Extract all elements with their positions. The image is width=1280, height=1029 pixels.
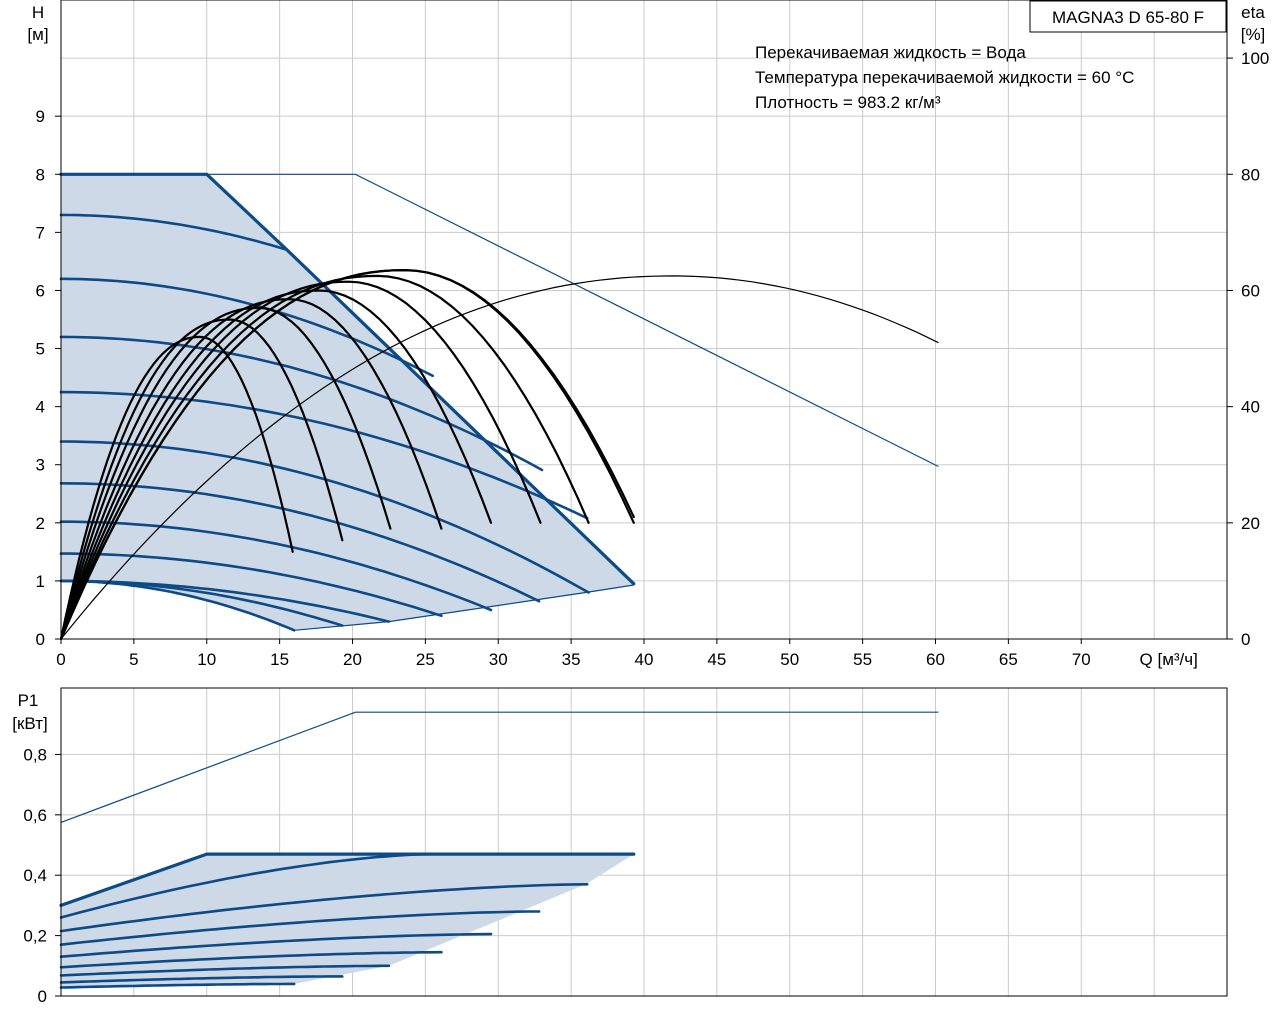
y2-tick-label: 40 (1241, 398, 1260, 417)
x-tick-label: 5 (129, 650, 138, 669)
efficiency-curve-2 (59, 318, 344, 641)
speed-curve-3 (59, 335, 544, 472)
power-curve-6 (59, 964, 391, 977)
y2-tick-label: 80 (1241, 165, 1260, 184)
y-axis-ticks: 0 1 2 3 4 5 6 7 8 9 (36, 107, 61, 649)
power-axis-unit: [кВт] (12, 714, 47, 733)
efficiency-curve-6 (59, 280, 542, 641)
x-tick-label: 0 (56, 650, 65, 669)
x-axis-ticks: 0 5 10 15 20 25 30 35 40 45 50 55 60 65 70 (56, 639, 1091, 669)
x-tick-label: 10 (197, 650, 216, 669)
efficiency-curve-9 (59, 268, 635, 641)
y-tick-label: 9 (36, 107, 45, 126)
min-curve (294, 584, 634, 631)
y-tick-label: 5 (36, 340, 45, 359)
y2-axis-ticks: 0 20 40 60 80 100 (1227, 49, 1269, 649)
info-line: Плотность = 983.2 кг/м³ (755, 93, 941, 112)
info-line: Температура перекачиваемой жидкости = 60… (755, 68, 1134, 87)
y-tick-label: 2 (36, 514, 45, 533)
power-curve-7 (59, 975, 344, 984)
y-tick-label: 7 (36, 223, 45, 242)
power-curve-8 (59, 982, 296, 989)
speed-curve-6 (59, 481, 541, 603)
x-tick-label: 55 (853, 650, 872, 669)
power-curve-5 (59, 950, 443, 969)
head-grid (61, 0, 1227, 639)
y2-tick-label: 100 (1241, 49, 1269, 68)
y2-tick-label: 60 (1241, 281, 1260, 300)
y-tick-label: 3 (36, 456, 45, 475)
power-parallel-curve (60, 711, 939, 823)
max-curve-parallel (61, 173, 939, 468)
y-axis-unit: [м] (27, 25, 48, 44)
efficiency-curve-7 (59, 274, 590, 641)
y-axis-label: H (32, 3, 44, 22)
power-curve-3 (59, 910, 541, 947)
efficiency-curve-3 (59, 306, 392, 641)
x-tick-label: 65 (999, 650, 1018, 669)
power-curve-1 (59, 852, 435, 919)
speed-curve-8 (59, 552, 443, 618)
y-tick-label: 6 (36, 281, 45, 300)
power-panel: 0 0,2 0,4 0,6 0,8 P1 [кВт] (12, 687, 1228, 1006)
power-max-curve (59, 852, 636, 908)
y2-tick-label: 0 (1241, 630, 1250, 649)
x-tick-label: 35 (562, 650, 581, 669)
power-y-tick-label: 0,2 (23, 927, 47, 946)
x-tick-label: 50 (780, 650, 799, 669)
y-tick-label: 8 (36, 165, 45, 184)
title-box (1029, 0, 1227, 33)
power-y-tick-label: 0 (38, 987, 47, 1006)
power-y-ticks: 0 0,2 0,4 0,6 0,8 (23, 745, 61, 1006)
x-tick-label: 15 (270, 650, 289, 669)
operating-range-area (61, 174, 634, 631)
power-curve-2 (59, 882, 589, 933)
x-tick-label: 45 (707, 650, 726, 669)
head-panel: 0 5 10 15 20 25 30 35 40 45 50 55 60 65 70 Q [м³/ч]0123… (27, 0, 1269, 669)
x-tick-label: 25 (416, 650, 435, 669)
info-line: Перекачиваемая жидкость = Вода (755, 43, 1026, 62)
y2-tick-label: 20 (1241, 514, 1260, 533)
power-y-tick-label: 0,4 (23, 866, 47, 885)
speed-curve-4 (59, 390, 589, 520)
power-plot-frame (60, 687, 1228, 997)
efficiency-curve-parallel (60, 275, 939, 640)
speed-curve-11 (59, 579, 296, 632)
efficiency-curve-4 (59, 298, 443, 641)
power-y-tick-label: 0,6 (23, 806, 47, 825)
y-tick-label: 4 (36, 398, 45, 417)
power-axis-label: P1 (18, 691, 39, 710)
speed-curves (59, 213, 590, 632)
speed-curve-7 (59, 520, 493, 612)
power-curves (59, 852, 589, 989)
y-tick-label: 0 (36, 630, 45, 649)
x-tick-label: 60 (926, 650, 945, 669)
efficiency-curve-5 (59, 289, 493, 641)
power-y-tick-label: 0,8 (23, 745, 47, 764)
power-curve-4 (59, 932, 493, 959)
chart-title: MAGNA3 D 65-80 F (1052, 8, 1204, 27)
x-tick-label: 20 (343, 650, 362, 669)
x-tick-label: 70 (1072, 650, 1091, 669)
efficiency-curve-1 (59, 335, 294, 641)
x-axis-label: Q [м³/ч] (1140, 650, 1198, 669)
y2-axis-unit: [%] (1241, 25, 1266, 44)
x-tick-label: 40 (635, 650, 654, 669)
y2-axis-label: eta (1241, 3, 1265, 22)
y-tick-label: 1 (36, 572, 45, 591)
speed-curve-1 (59, 213, 289, 252)
x-tick-label: 30 (489, 650, 508, 669)
efficiency-curves (59, 268, 635, 641)
speed-curve-2 (59, 277, 435, 378)
